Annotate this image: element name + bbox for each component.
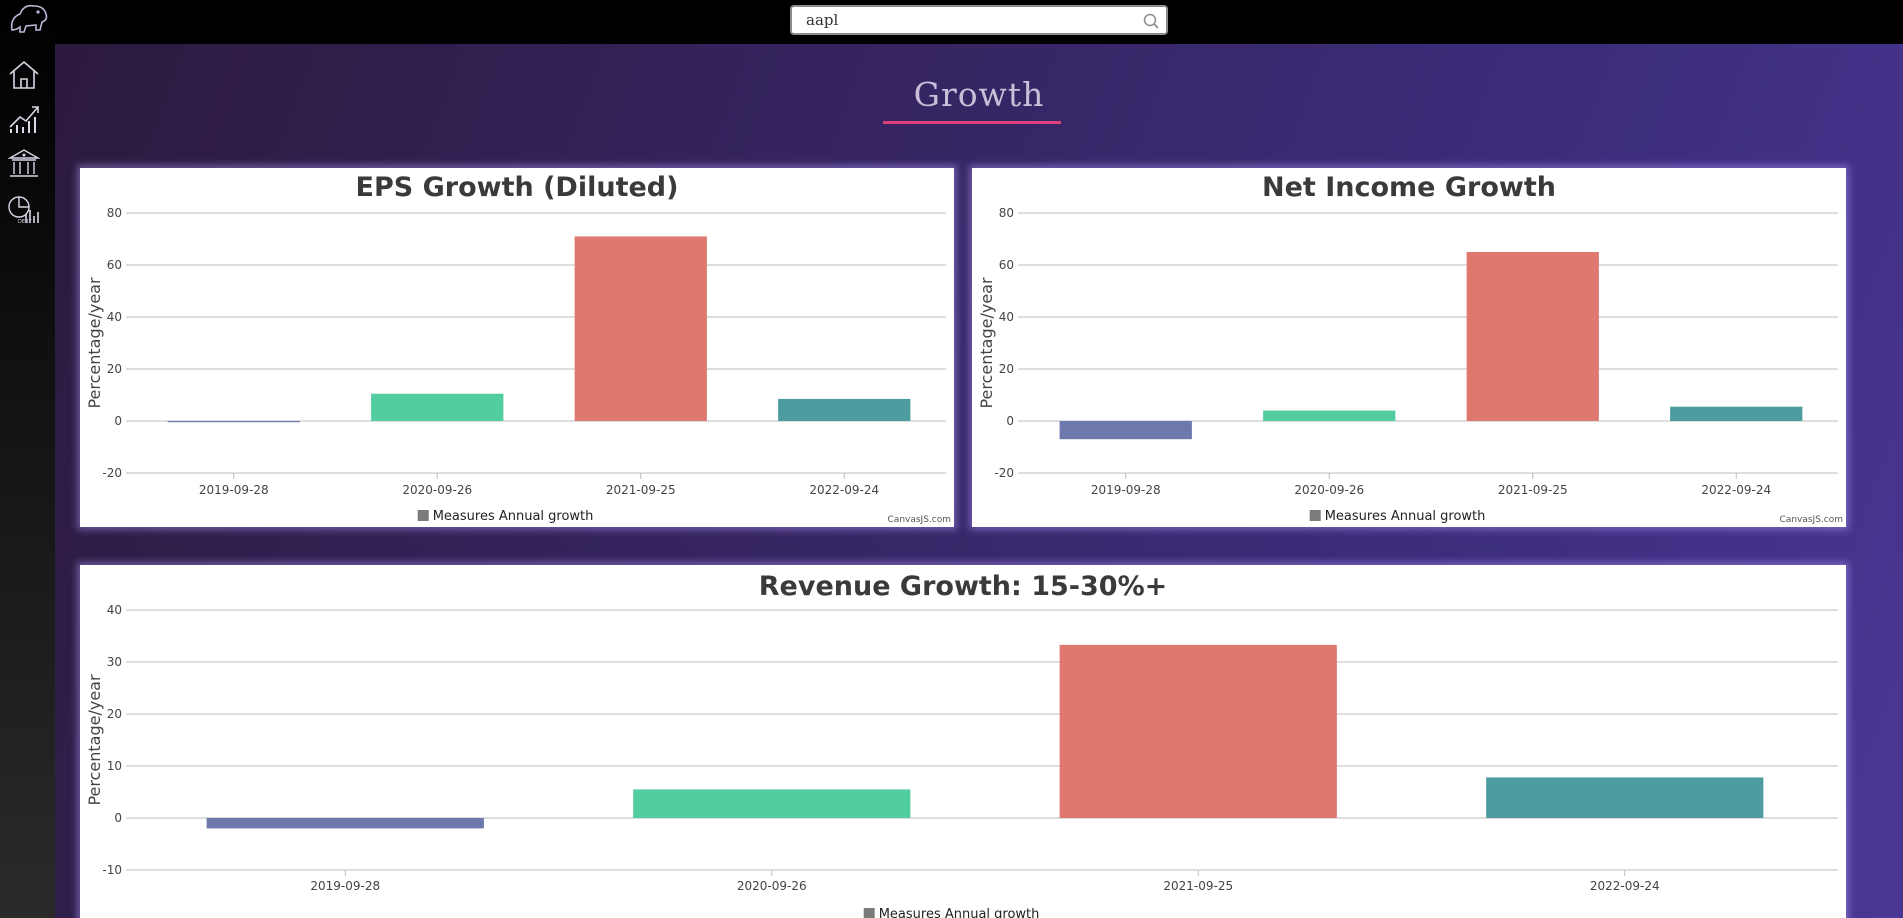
chart-title: Net Income Growth: [1262, 172, 1556, 203]
sidebar: DEBT: [0, 0, 55, 918]
bar: [371, 393, 504, 421]
legend-swatch: [417, 510, 429, 521]
y-tick-label: 0: [114, 811, 122, 825]
y-axis-label: Percentage/year: [85, 277, 104, 409]
x-tick-label: 2022-09-24: [1590, 879, 1660, 893]
revenue-growth-chart: Revenue Growth: 15-30%+ -10 0 10 20 30 40 Perce…: [85, 571, 1838, 918]
eps-growth-chart-card: EPS Growth (Diluted) -20 0 20 40 60 80 Percenta…: [80, 168, 954, 527]
y-tick-label: -20: [102, 466, 122, 480]
bar: [1466, 252, 1599, 421]
title-underline: [883, 121, 1061, 124]
debt-chart-icon[interactable]: DEBT: [6, 192, 42, 226]
x-tick-label: 2019-09-28: [310, 879, 380, 893]
revenue-growth-chart-card: Revenue Growth: 15-30%+ -10 0 10 20 30 40 Perce…: [80, 565, 1846, 918]
y-tick-label: 30: [107, 655, 122, 669]
x-tick-label: 2021-09-25: [606, 483, 676, 497]
x-tick-label: 2022-09-24: [809, 483, 879, 497]
net-income-growth-chart: Net Income Growth -20 0 20 40 60 80 Percentage/…: [977, 172, 1838, 524]
legend-swatch: [863, 908, 875, 918]
svg-text:DEBT: DEBT: [18, 219, 32, 225]
legend-swatch: [1309, 510, 1321, 521]
institution-icon[interactable]: [6, 146, 42, 180]
bar: [778, 398, 911, 421]
bar: [574, 236, 707, 421]
chart-title: Revenue Growth: 15-30%+: [759, 571, 1168, 602]
y-tick-label: 0: [114, 414, 122, 428]
bar: [1059, 644, 1337, 818]
x-tick-label: 2020-09-26: [1294, 483, 1364, 497]
bar: [1263, 410, 1396, 421]
y-tick-label: 20: [107, 707, 122, 721]
top-bar: [0, 0, 1903, 44]
y-tick-label: 0: [1006, 414, 1014, 428]
dino-logo[interactable]: [4, 0, 52, 40]
bar: [167, 421, 300, 423]
bar: [1486, 777, 1764, 818]
x-tick-label: 2019-09-28: [1091, 483, 1161, 497]
x-tick-label: 2020-09-26: [402, 483, 472, 497]
y-tick-label: 80: [999, 206, 1014, 220]
home-icon[interactable]: [6, 58, 42, 92]
bar: [633, 789, 911, 818]
bar: [1059, 421, 1192, 440]
chart-title: EPS Growth (Diluted): [356, 172, 679, 203]
net-income-growth-chart-card: Net Income Growth -20 0 20 40 60 80 Percentage/…: [972, 168, 1846, 527]
search-input[interactable]: [806, 10, 1126, 30]
x-tick-label: 2019-09-28: [199, 483, 269, 497]
x-tick-label: 2022-09-24: [1701, 483, 1771, 497]
bar: [206, 818, 484, 829]
y-tick-label: 20: [999, 362, 1014, 376]
y-tick-label: 40: [107, 603, 122, 617]
y-tick-label: 40: [107, 310, 122, 324]
y-tick-label: -10: [102, 863, 122, 877]
x-tick-label: 2020-09-26: [737, 879, 807, 893]
x-tick-label: 2021-09-25: [1498, 483, 1568, 497]
eps-growth-chart: EPS Growth (Diluted) -20 0 20 40 60 80 Percenta…: [85, 172, 946, 524]
page-title: Growth: [913, 75, 1045, 114]
y-tick-label: -20: [994, 466, 1014, 480]
search-icon[interactable]: [1142, 12, 1160, 30]
search-box[interactable]: [790, 5, 1168, 35]
y-tick-label: 80: [107, 206, 122, 220]
main-content: Growth EPS Growth (Diluted) -20 0 20 40 60 80 P…: [55, 44, 1903, 918]
y-tick-label: 60: [999, 258, 1014, 272]
growth-chart-icon[interactable]: [6, 101, 42, 135]
chart-credit[interactable]: CanvasJS.com: [887, 515, 951, 525]
bar: [1670, 406, 1803, 421]
y-tick-label: 10: [107, 759, 122, 773]
legend-label: Measures Annual growth: [1325, 509, 1486, 524]
legend-label: Measures Annual growth: [879, 907, 1040, 918]
legend-label: Measures Annual growth: [433, 509, 594, 524]
y-axis-label: Percentage/year: [977, 277, 996, 409]
y-axis-label: Percentage/year: [85, 674, 104, 806]
chart-credit[interactable]: CanvasJS.com: [1779, 515, 1843, 525]
y-tick-label: 40: [999, 310, 1014, 324]
y-tick-label: 20: [107, 362, 122, 376]
x-tick-label: 2021-09-25: [1163, 879, 1233, 893]
y-tick-label: 60: [107, 258, 122, 272]
